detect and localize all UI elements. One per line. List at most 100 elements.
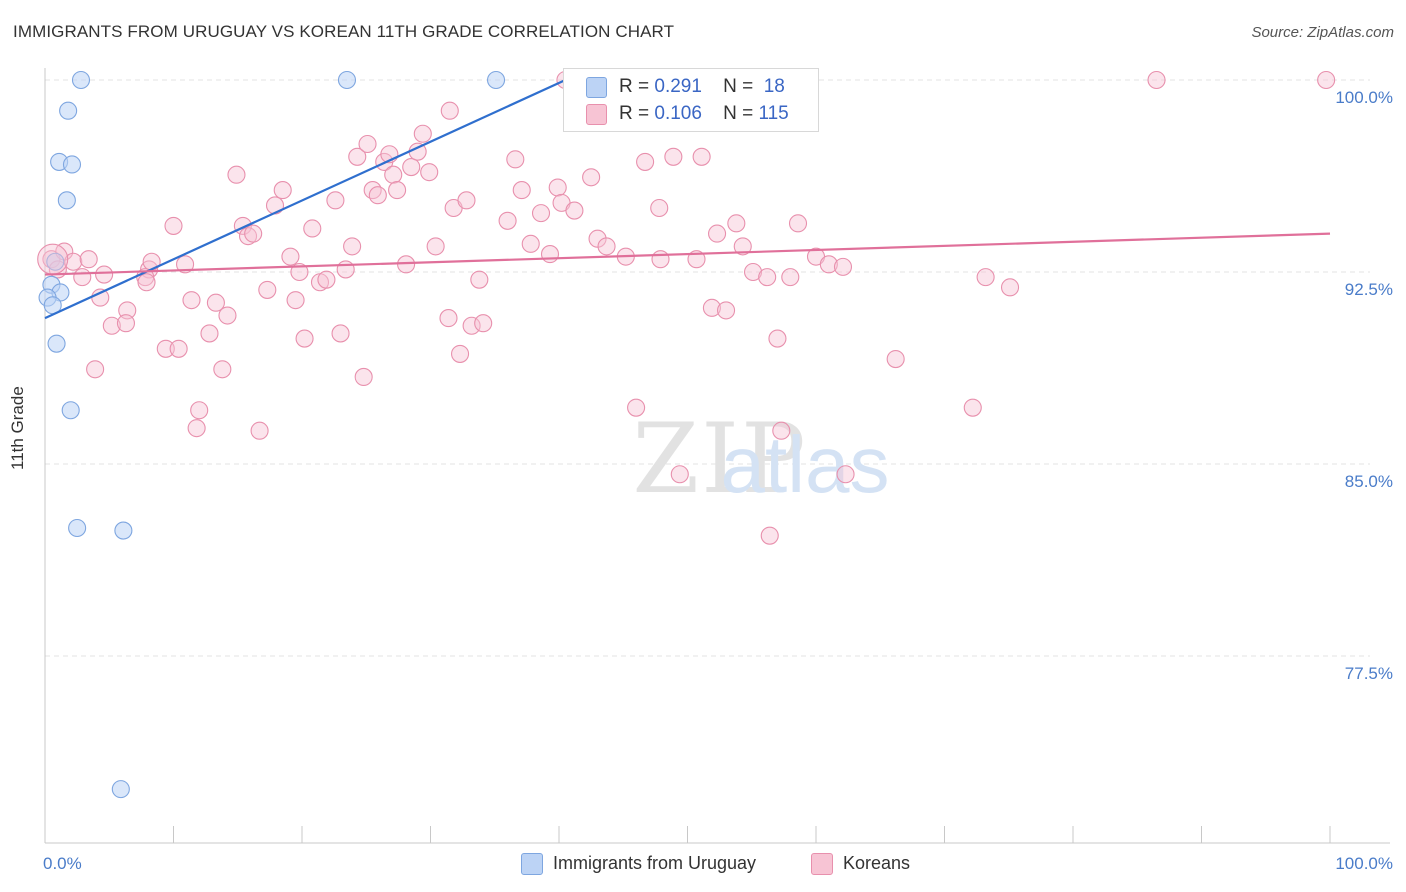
point-koreans	[238, 227, 258, 246]
point-koreans	[540, 245, 560, 264]
legend-r-label: R =	[619, 76, 650, 97]
point-koreans	[286, 291, 305, 310]
y-tick-label: 92.5%	[1345, 280, 1393, 299]
point-uruguay	[111, 780, 130, 799]
point-koreans	[413, 124, 432, 143]
bottom-legend-label-koreans: Koreans	[843, 853, 911, 873]
legend-n-value: 18	[763, 76, 785, 97]
point-koreans	[743, 262, 763, 282]
legend-n-label: N =	[723, 103, 754, 124]
data-points	[37, 70, 1336, 799]
point-uruguay	[71, 70, 91, 90]
point-koreans	[363, 181, 382, 200]
point-uruguay	[59, 101, 78, 120]
point-uruguay	[57, 191, 76, 210]
point-koreans	[692, 147, 711, 166]
point-koreans	[582, 168, 601, 187]
point-koreans	[303, 219, 322, 238]
point-koreans	[426, 237, 445, 256]
y-tick-label: 85.0%	[1345, 472, 1393, 491]
point-koreans	[512, 181, 531, 200]
point-uruguay	[46, 252, 65, 271]
point-uruguay	[47, 334, 66, 353]
tick-labels: 77.5% 85.0% 92.5% 100.0% 0.0% 100.0%	[43, 88, 1393, 873]
point-koreans	[156, 339, 175, 358]
point-koreans	[354, 367, 373, 387]
point-koreans	[358, 134, 377, 154]
point-koreans	[702, 298, 721, 317]
y-tick-label: 100.0%	[1335, 88, 1393, 107]
point-koreans	[521, 234, 540, 253]
point-koreans	[760, 526, 779, 545]
point-koreans	[506, 150, 525, 169]
point-koreans	[976, 268, 995, 287]
legend-n-value: 115	[758, 103, 789, 124]
point-koreans	[348, 147, 367, 166]
point-koreans	[265, 196, 285, 215]
point-koreans	[781, 268, 800, 287]
point-uruguay	[68, 518, 87, 538]
point-koreans	[295, 329, 314, 348]
point-koreans	[420, 163, 439, 182]
point-koreans	[273, 181, 292, 200]
point-koreans	[250, 421, 269, 440]
point-koreans	[727, 214, 746, 233]
point-koreans	[73, 268, 92, 287]
point-koreans	[1000, 278, 1020, 297]
bottom-legend-swatch-koreans	[811, 853, 833, 875]
point-koreans	[227, 165, 246, 184]
point-koreans	[548, 178, 567, 197]
point-koreans	[565, 201, 584, 220]
point-uruguay	[62, 155, 82, 174]
y-tick-label: 77.5%	[1345, 664, 1393, 683]
legend-r-value: 0.291	[654, 76, 702, 97]
point-koreans-cluster	[37, 243, 69, 275]
point-koreans	[169, 339, 188, 358]
point-koreans	[176, 255, 195, 274]
point-koreans	[833, 257, 853, 276]
trend-line-uruguay	[44, 78, 566, 320]
point-koreans	[190, 401, 209, 420]
point-koreans	[886, 349, 905, 369]
point-koreans	[64, 252, 83, 271]
point-koreans	[819, 255, 838, 274]
point-koreans	[343, 237, 362, 256]
point-koreans	[317, 270, 336, 289]
trend-line-koreans	[44, 232, 1331, 276]
point-koreans	[79, 250, 98, 269]
point-koreans	[213, 360, 232, 379]
point-koreans	[218, 306, 237, 325]
point-koreans	[102, 316, 121, 335]
point-koreans	[1317, 70, 1336, 90]
point-koreans	[664, 147, 683, 166]
chart-title: IMMIGRANTS FROM URUGUAY VS KOREAN 11TH G…	[13, 22, 675, 41]
point-koreans	[733, 237, 752, 256]
point-koreans	[451, 344, 470, 363]
point-koreans	[670, 465, 689, 484]
point-koreans	[531, 204, 551, 223]
point-koreans	[368, 186, 387, 205]
legend-r-label: R =	[619, 103, 650, 124]
source-label: Source: ZipAtlas.com	[1251, 24, 1394, 41]
point-koreans	[258, 280, 277, 299]
legend-n-label: N =	[723, 76, 754, 97]
point-uruguay	[114, 521, 133, 540]
point-koreans	[788, 214, 808, 233]
legend-swatch-uruguay	[586, 77, 607, 98]
point-koreans	[336, 260, 355, 279]
point-koreans	[402, 157, 421, 177]
point-koreans	[290, 262, 309, 282]
point-koreans	[244, 224, 263, 243]
point-koreans	[326, 191, 345, 210]
point-koreans	[627, 398, 646, 417]
gridlines	[45, 79, 1370, 657]
point-koreans	[772, 421, 791, 440]
bottom-legend-swatch-uruguay	[521, 853, 543, 875]
point-koreans	[768, 329, 787, 348]
point-koreans	[474, 314, 493, 333]
point-koreans	[636, 152, 655, 171]
point-koreans	[462, 316, 481, 335]
point-uruguay	[486, 70, 506, 90]
point-uruguay	[337, 70, 357, 90]
point-koreans	[597, 237, 616, 256]
